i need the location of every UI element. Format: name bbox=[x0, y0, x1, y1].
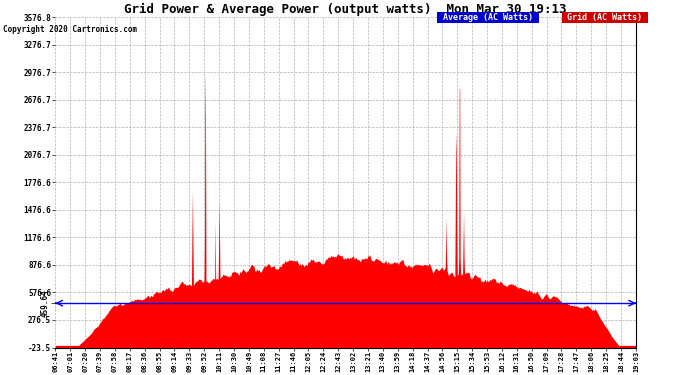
Text: Copyright 2020 Cartronics.com: Copyright 2020 Cartronics.com bbox=[3, 25, 137, 34]
Text: Grid (AC Watts): Grid (AC Watts) bbox=[562, 13, 647, 22]
Text: Average (AC Watts): Average (AC Watts) bbox=[438, 13, 538, 22]
Title: Grid Power & Average Power (output watts)  Mon Mar 30 19:13: Grid Power & Average Power (output watts… bbox=[124, 3, 567, 16]
